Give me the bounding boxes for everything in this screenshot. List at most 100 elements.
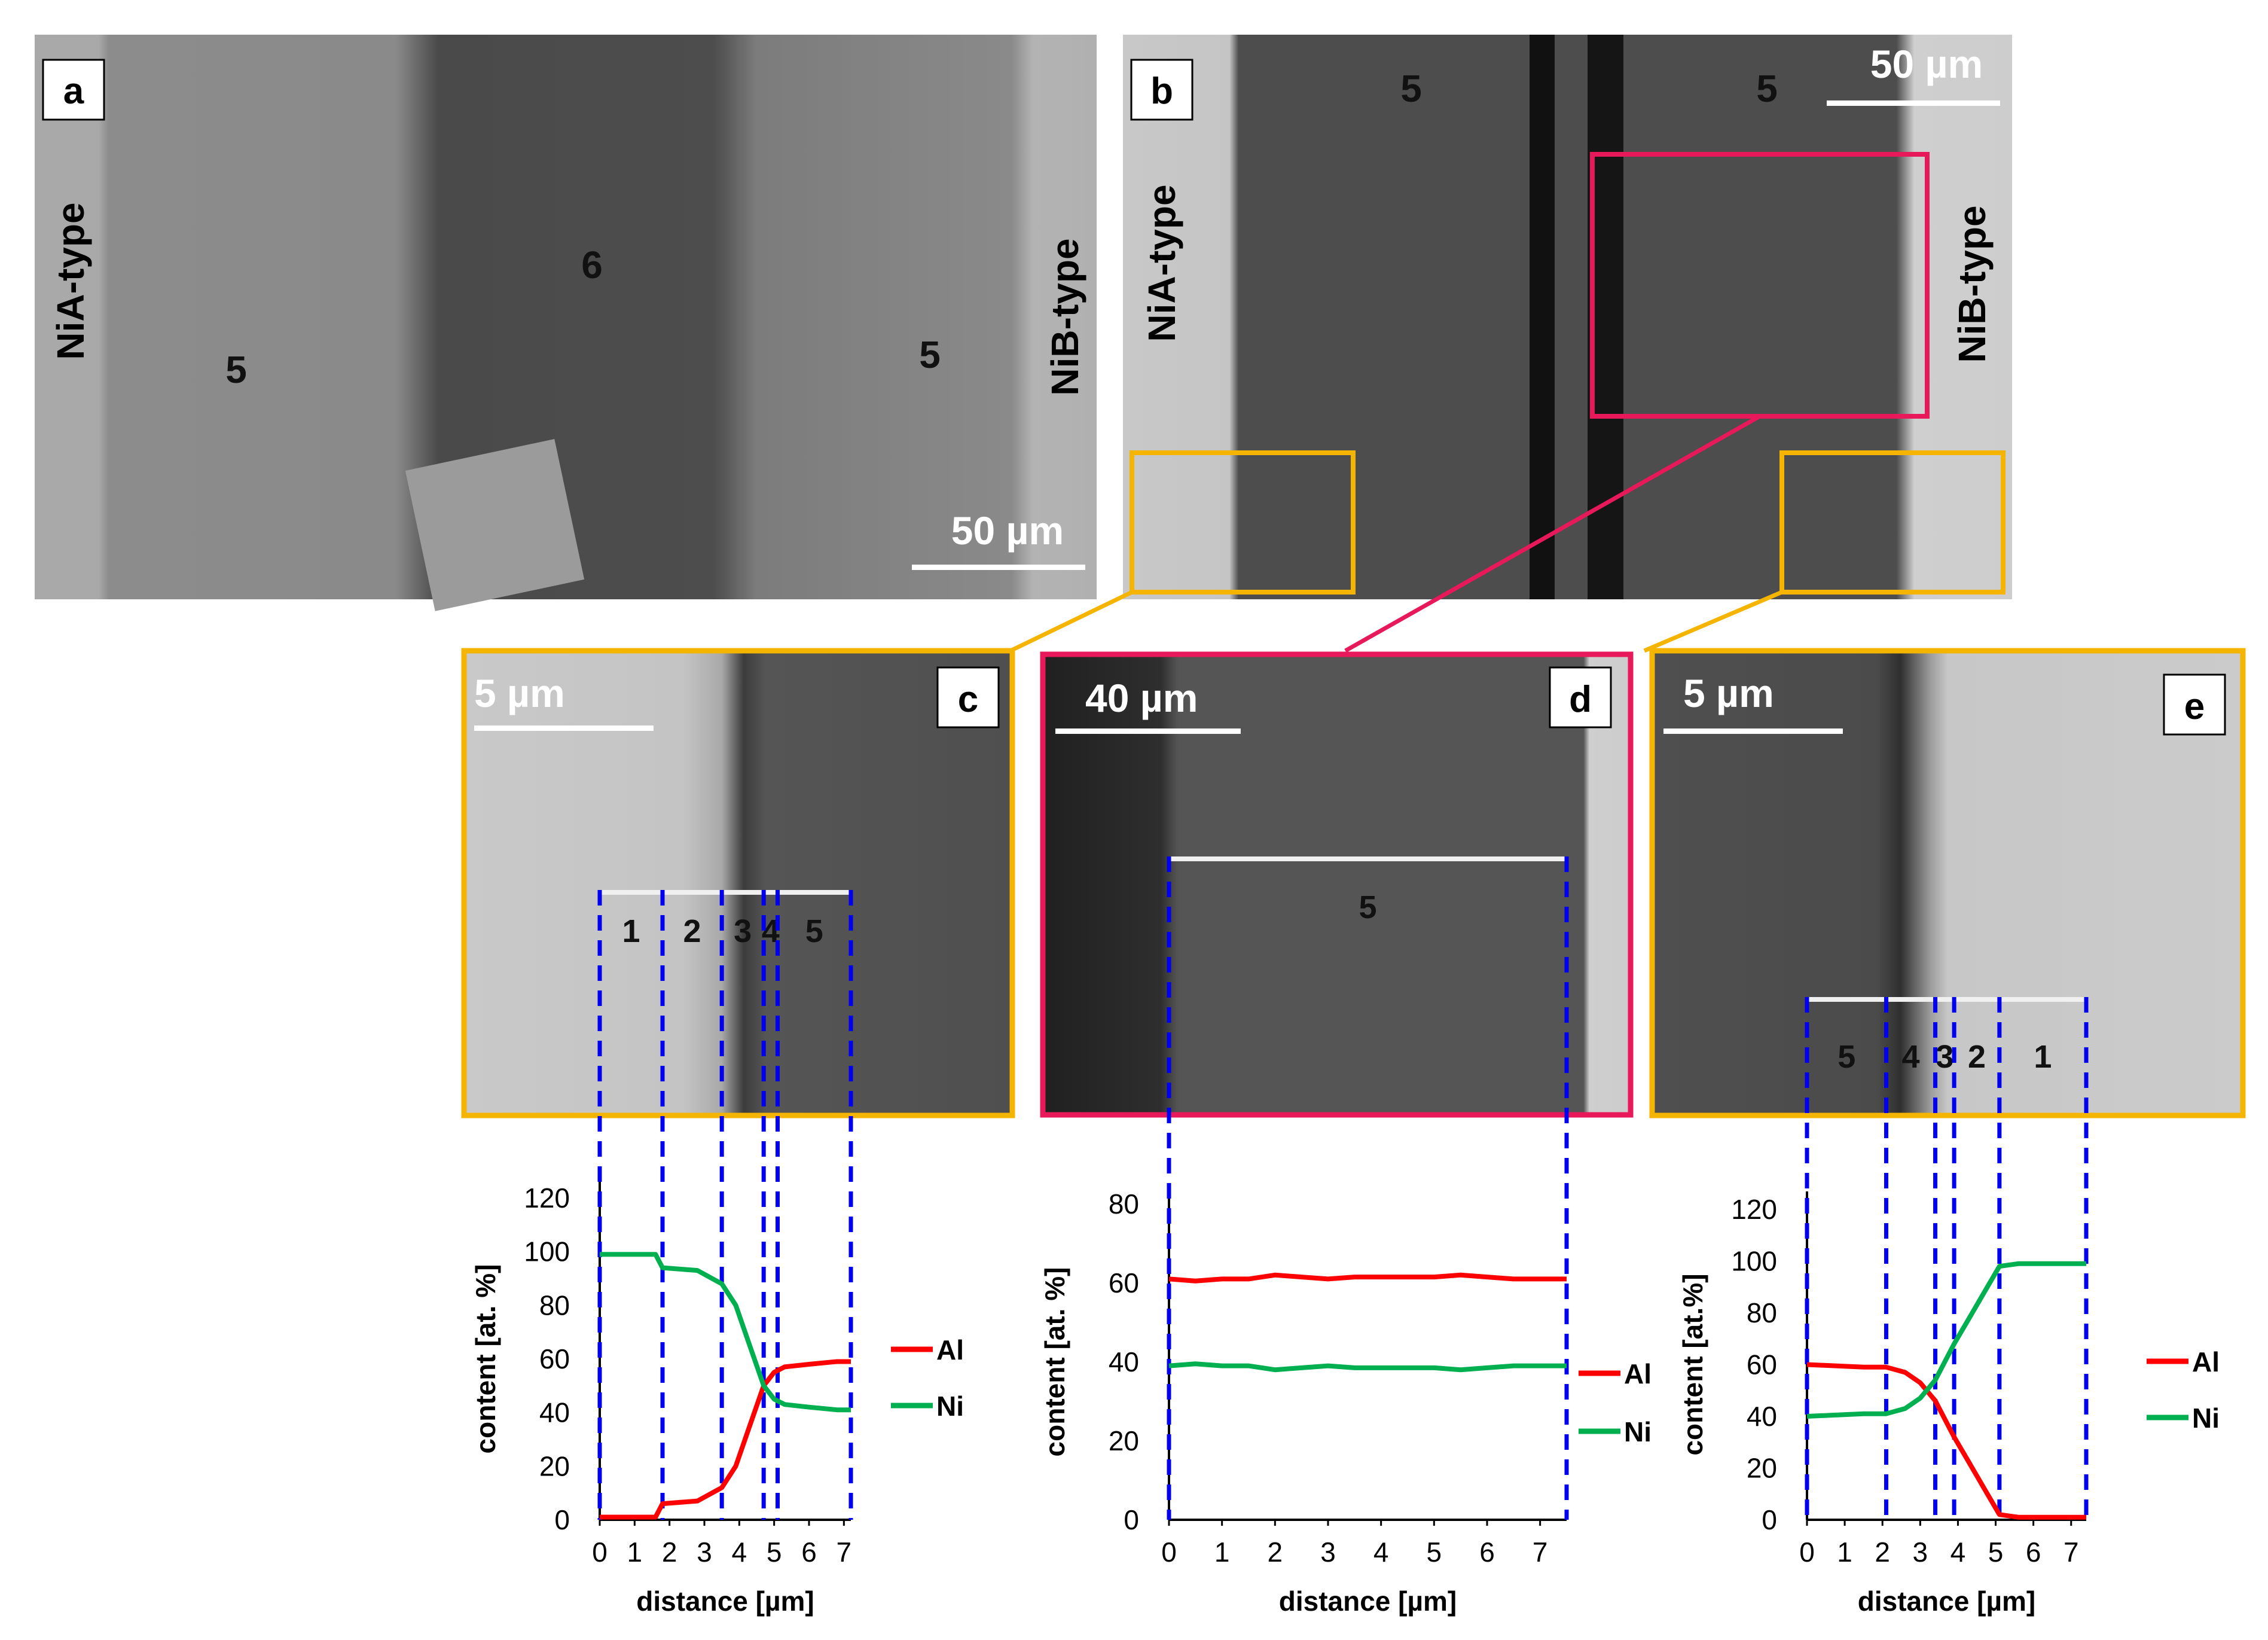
panel-label-box-a: [42, 59, 105, 121]
sem-image-c: [461, 648, 1015, 1118]
y-tick-label: 80: [1109, 1188, 1139, 1220]
x-axis-label: distance [µm]: [1858, 1586, 2035, 1617]
connector-e: [1643, 590, 1783, 653]
panel-label-box-c: [936, 666, 1000, 728]
panel-label-box-e: [2163, 673, 2226, 736]
legend-label-al: Al: [936, 1334, 964, 1365]
scalebar-b: [1827, 100, 2000, 106]
x-axis-label: distance [µm]: [636, 1586, 814, 1617]
y-tick-label: 120: [524, 1182, 570, 1214]
zone-label: 3: [734, 913, 752, 949]
zone-label: 5: [1359, 889, 1376, 925]
y-tick-label: 60: [1747, 1349, 1777, 1380]
side-label-nib-a: NiB-type: [1043, 238, 1086, 395]
x-tick-label: 3: [1913, 1537, 1928, 1568]
connector-d: [1344, 414, 1761, 653]
y-tick-label: 120: [1731, 1194, 1777, 1225]
scalebar-a: [912, 565, 1085, 570]
particle-inclusion: [405, 439, 585, 611]
y-tick-label: 40: [1109, 1346, 1139, 1377]
zone-label: 1: [622, 913, 640, 949]
y-tick-label: 100: [524, 1236, 570, 1267]
x-tick-label: 5: [1988, 1537, 2004, 1568]
line-scan-path-e: [1807, 997, 2086, 1002]
x-tick-label: 6: [1479, 1537, 1495, 1568]
series-line-ni: [1168, 1361, 1567, 1373]
x-tick-label: 6: [2026, 1537, 2041, 1568]
sem-image-d: [1040, 651, 1634, 1118]
phase-label: 6: [581, 243, 603, 286]
x-tick-label: 5: [1427, 1537, 1442, 1568]
roi-box-c: [1130, 450, 1356, 595]
y-tick-label: 20: [1109, 1425, 1139, 1456]
y-tick-label: 100: [1731, 1246, 1777, 1277]
panel-d: 40 µm d 5: [1040, 651, 1634, 1118]
chart-d: 0 20 40 60 80 0 1 2 3 4 5 6 7 distance [µm] content [a…: [1039, 856, 1652, 1617]
x-tick-label: 0: [1161, 1537, 1177, 1568]
connector-c: [1009, 590, 1133, 653]
legend-label-al: Al: [1624, 1358, 1652, 1389]
zone-label: 4: [1902, 1039, 1920, 1075]
scalebar-label-c: 5 µm: [474, 671, 565, 715]
phase-label: 5: [1756, 67, 1778, 110]
scalebar-label-e: 5 µm: [1683, 671, 1774, 715]
x-tick-label: 4: [1950, 1537, 1966, 1568]
y-tick-label: 0: [554, 1504, 570, 1535]
legend-label-ni: Ni: [2192, 1403, 2220, 1434]
x-tick-label: 0: [592, 1537, 608, 1568]
zone-label: 5: [805, 913, 823, 949]
x-tick-label: 1: [1837, 1537, 1852, 1568]
zone-label: 2: [683, 913, 701, 949]
panel-label-b: b: [1150, 71, 1173, 112]
series-line-ni: [600, 1252, 851, 1413]
x-tick-label: 6: [801, 1537, 817, 1568]
phase-label: 5: [1400, 67, 1422, 110]
side-label-nia-a: NiA-type: [49, 202, 92, 359]
zone-label: 2: [1968, 1039, 1986, 1075]
zone-label: 5: [1837, 1039, 1855, 1075]
x-tick-label: 3: [1320, 1537, 1336, 1568]
x-tick-label: 2: [1875, 1537, 1890, 1568]
roi-box-e: [1779, 450, 2006, 595]
y-tick-label: 60: [1109, 1267, 1139, 1298]
y-axis-label: content [at. %]: [470, 1264, 501, 1454]
y-tick-label: 20: [539, 1450, 570, 1482]
panel-a: a NiA-type NiB-type 5 6 5 50 µm: [35, 35, 1097, 611]
line-scan-path-d: [1169, 856, 1567, 861]
y-tick-label: 0: [1124, 1504, 1139, 1535]
x-tick-label: 7: [837, 1537, 852, 1568]
x-tick-label: 2: [662, 1537, 677, 1568]
panel-b: b NiA-type NiB-type 5 5 50 µm: [1123, 35, 2012, 599]
x-tick-label: 3: [697, 1537, 712, 1568]
x-tick-label: 0: [1799, 1537, 1815, 1568]
scalebar-label-d: 40 µm: [1085, 676, 1198, 720]
sem-image-b: [1123, 35, 2012, 599]
y-tick-label: 60: [539, 1343, 570, 1374]
panel-label-d: d: [1569, 679, 1592, 720]
x-tick-label: 4: [732, 1537, 747, 1568]
scalebar-c: [474, 725, 654, 731]
scalebar-label-a: 50 µm: [951, 508, 1064, 553]
side-label-nia-b: NiA-type: [1140, 184, 1183, 342]
panel-label-box-b: [1130, 59, 1193, 121]
panel-label-box-d: [1549, 666, 1612, 728]
x-tick-label: 4: [1373, 1537, 1389, 1568]
line-scan-path-c: [600, 890, 851, 895]
phase-label: 5: [225, 348, 247, 391]
zone-labels-d: 5: [1359, 889, 1376, 925]
series-line-al: [1806, 1362, 2086, 1520]
y-tick-label: 80: [1747, 1297, 1777, 1328]
x-axis-label: distance [µm]: [1279, 1586, 1457, 1617]
scalebar-e: [1663, 728, 1843, 734]
legend-label-ni: Ni: [1624, 1416, 1652, 1447]
x-tick-label: 7: [2064, 1537, 2079, 1568]
legend-label-ni: Ni: [936, 1391, 964, 1422]
zone-label: 1: [2034, 1039, 2052, 1075]
series-line-al: [600, 1359, 851, 1520]
y-axis-label: content [at.%]: [1677, 1273, 1708, 1455]
